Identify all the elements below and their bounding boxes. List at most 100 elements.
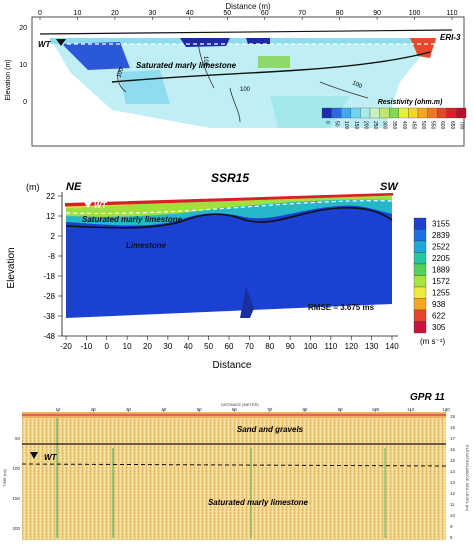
- gpr-time-label: TIME (ns): [2, 469, 7, 487]
- seismic-layer2-label: Limestone: [126, 241, 167, 250]
- ert-legend-swatch: [408, 107, 419, 119]
- ert-x-tick: 100: [409, 10, 421, 17]
- ert-x-tick: 60: [261, 10, 269, 17]
- gpr-right-tick: 15: [450, 458, 456, 463]
- gpr-x-tick: 70: [267, 407, 273, 412]
- ert-x-tick: 30: [148, 10, 156, 17]
- gpr-x-ticks: 10 20 30 40 50 60 70 80 90 100 110 120: [55, 407, 450, 412]
- seismic-legend-swatch: [413, 286, 427, 299]
- ert-legend-value: 400: [401, 121, 407, 130]
- seismic-y-tick: -38: [43, 312, 55, 321]
- seismic-wt-marker-icon: [84, 202, 92, 208]
- ert-legend-title: Resistivity (ohm.m): [378, 99, 443, 106]
- seismic-x-tick: 40: [184, 342, 193, 351]
- seismic-y-tick: 2: [51, 232, 56, 241]
- gpr-right-tick: 14: [450, 469, 456, 474]
- seismic-title: SSR15: [211, 171, 249, 185]
- gpr-right-tick: 8: [450, 535, 453, 540]
- ert-x-tick: 80: [336, 10, 344, 17]
- ert-section: 0 10 20 30 40 50 60 70 80 90 100 110 Distance (m) 2…: [0, 0, 474, 150]
- ert-legend-swatch: [379, 107, 390, 119]
- seismic-y-axis-label: Elevation: [6, 247, 17, 288]
- gpr-water-table-line: [21, 463, 447, 467]
- seismic-legend-value: 2205: [432, 254, 450, 263]
- gpr-left-tick: 50: [15, 436, 21, 441]
- seismic-wt-label: WT: [94, 201, 108, 210]
- gpr-elevation-label: ELEVATION ABOVE SEA LEVEL (m): [465, 445, 470, 512]
- gpr-wt-label: WT: [44, 453, 58, 462]
- ert-y-tick: 20: [19, 25, 27, 32]
- seismic-x-tick: 30: [163, 342, 172, 351]
- seismic-legend-swatch: [413, 229, 427, 242]
- seismic-layer1-label: Saturated marly limestone: [82, 215, 183, 224]
- seismic-legend: 3155 2839 2522 2205 1889 1572 1255 938 622 305: [413, 217, 450, 334]
- ert-contour-label: 100: [351, 80, 363, 90]
- ert-mid-zone: [270, 96, 350, 128]
- seismic-y-tick: -8: [48, 252, 56, 261]
- seismic-legend-value: 1572: [432, 277, 450, 286]
- seismic-y-tick: -18: [43, 272, 55, 281]
- seismic-x-axis-label: Distance: [213, 360, 252, 371]
- seismic-x-tick: 80: [265, 342, 274, 351]
- seismic-legend-value: 938: [432, 300, 446, 309]
- seismic-x-tick: 90: [286, 342, 295, 351]
- gpr-right-tick: 10: [450, 513, 456, 518]
- ert-top-band: [50, 38, 436, 44]
- ert-legend: 0 50 100 150 200 250 300 350 400 450 500 550 600 650 7…: [321, 107, 467, 130]
- ert-layer-label: Saturated marly limestone: [136, 61, 237, 70]
- ert-high-zone-right: [410, 38, 436, 58]
- ert-legend-swatch: [427, 107, 438, 119]
- ert-x-tick: 10: [74, 10, 82, 17]
- seismic-legend-value: 3155: [432, 220, 450, 229]
- ert-figure: 0 10 20 30 40 50 60 70 80 90 100 110 Distance (m) 2…: [5, 2, 467, 147]
- gpr-diffraction: [56, 418, 58, 538]
- gpr-right-tick: 13: [450, 480, 456, 485]
- seismic-legend-value: 622: [432, 312, 446, 321]
- gpr-right-tick: 16: [450, 447, 456, 452]
- gpr-x-tick: 110: [407, 407, 415, 412]
- ert-wt-label: WT: [38, 40, 52, 49]
- seismic-ne-label: NE: [66, 181, 82, 193]
- ert-frame: [31, 16, 465, 147]
- seismic-legend-swatch: [413, 309, 427, 322]
- ert-legend-value: 350: [391, 121, 397, 130]
- ert-legend-swatch: [437, 107, 447, 119]
- ert-legend-swatch: [417, 107, 428, 119]
- ert-legend-swatch: [321, 107, 332, 119]
- ert-low-zone-top2: [246, 38, 270, 44]
- seismic-legend-value: 1255: [432, 289, 450, 298]
- gpr-left-tick: 150: [12, 496, 20, 501]
- seismic-legend-swatch: [413, 263, 427, 276]
- seismic-x-tick: 110: [324, 342, 337, 351]
- gpr-x-tick: 20: [91, 407, 97, 412]
- seismic-legend-value: 1889: [432, 266, 450, 275]
- seismic-y-tick: -48: [43, 332, 55, 341]
- ert-x-tick: 50: [223, 10, 231, 17]
- seismic-y-tick: -28: [43, 292, 55, 301]
- seismic-x-tick: 50: [204, 342, 213, 351]
- ert-legend-swatch: [369, 107, 380, 119]
- ert-contour-label: 100: [202, 56, 208, 67]
- ert-legend-value: 50: [334, 121, 340, 127]
- gpr-right-tick: 17: [450, 436, 456, 441]
- gpr-figure: GPR 11 DISTANCE (METER) 10 20 30 40 50 60 70 80…: [2, 392, 470, 540]
- gpr-left-tick: 200: [12, 526, 20, 531]
- ert-legend-swatch: [398, 107, 409, 119]
- seismic-x-tick: 20: [143, 342, 152, 351]
- ert-x-tick: 40: [186, 10, 194, 17]
- seismic-rmse: RMSE = 3.675 ms: [308, 303, 375, 312]
- seismic-surface-fill: [65, 192, 393, 207]
- seismic-sw-label: SW: [380, 181, 399, 193]
- ert-legend-value: 200: [362, 121, 368, 130]
- seismic-legend-swatch: [413, 275, 427, 288]
- gpr-x-tick: 40: [161, 407, 167, 412]
- gpr-diffraction: [112, 448, 114, 538]
- gpr-direct-wave-red: [22, 414, 446, 416]
- seismic-y-unit: (m): [26, 182, 40, 192]
- ert-y-tick: 10: [19, 62, 27, 69]
- seismic-y-tick: 12: [46, 212, 55, 221]
- ert-low-zone-top: [180, 38, 230, 47]
- seismic-x-tick: -20: [60, 342, 72, 351]
- seismic-x-tick: 10: [123, 342, 132, 351]
- gpr-diffraction: [250, 448, 252, 538]
